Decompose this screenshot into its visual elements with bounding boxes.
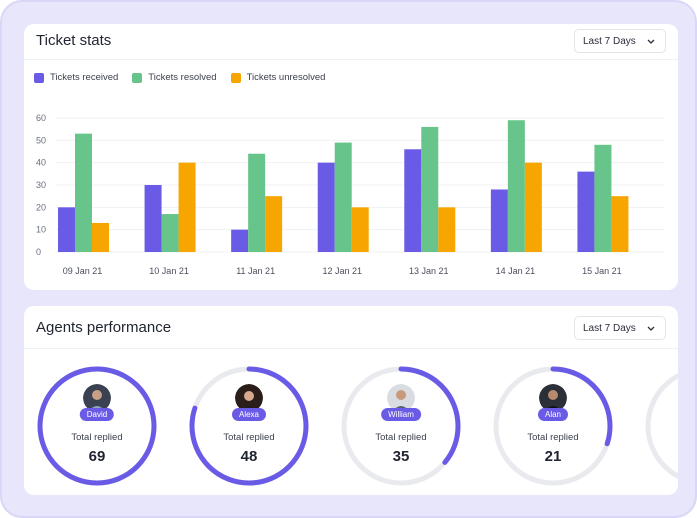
bar-unresolved <box>265 196 283 252</box>
x-tick-label: 13 Jan 21 <box>409 266 449 276</box>
agent-progress-ring <box>493 366 613 486</box>
bar-resolved <box>594 144 612 252</box>
y-tick-label: 60 <box>36 113 46 123</box>
bar-received <box>577 171 595 252</box>
divider <box>24 59 678 60</box>
agent-card-william[interactable]: William Total replied 35 <box>339 364 463 488</box>
bar-received <box>317 162 335 252</box>
x-tick-label: 15 Jan 21 <box>582 266 622 276</box>
ring-progress <box>189 366 309 486</box>
bar-resolved <box>248 153 266 252</box>
bar-unresolved <box>611 196 629 252</box>
bar-resolved <box>334 142 352 252</box>
agent-progress-ring <box>37 366 157 486</box>
agent-progress-ring <box>341 366 461 486</box>
bar-received <box>144 185 162 252</box>
total-replied-label: Total replied <box>375 432 427 443</box>
legend-item-unresolved: Tickets unresolved <box>230 72 326 83</box>
x-tick-label: 14 Jan 21 <box>496 266 536 276</box>
total-replied-value: 35 <box>392 448 410 465</box>
agent-name-badge: Alan <box>537 408 569 421</box>
legend-swatch-received <box>34 72 44 83</box>
agents-performance-title: Agents performance <box>36 319 172 336</box>
y-tick-label: 50 <box>36 135 46 145</box>
agents-range-dropdown[interactable]: Last 7 Days <box>574 316 666 340</box>
agent-name-badge: Alexa <box>231 408 267 421</box>
legend-label-unresolved: Tickets unresolved <box>246 72 326 83</box>
bar-resolved <box>161 214 179 252</box>
y-tick-label: 0 <box>36 247 41 257</box>
total-replied-label: Total replied <box>71 432 123 443</box>
bar-unresolved <box>438 207 456 252</box>
agent-name-badge: David <box>79 408 115 421</box>
agent-progress-ring-empty <box>645 372 678 480</box>
agent-card-david[interactable]: David Total replied 69 <box>35 364 159 488</box>
ticket-bar-chart: 0 10 20 30 40 50 60 09 Jan 21 10 Jan 21 11 Jan 21… <box>36 113 664 276</box>
agents-performance-card: Agents performance Last 7 Days David Tot… <box>24 306 678 495</box>
bar-resolved <box>507 120 525 252</box>
chevron-down-icon <box>647 39 655 44</box>
ticket-stats-range-dropdown[interactable]: Last 7 Days <box>574 29 666 53</box>
ring-progress <box>37 366 157 486</box>
chart-legend: Tickets received Tickets resolved Ticket… <box>34 72 325 83</box>
y-tick-label: 10 <box>36 225 46 235</box>
agent-progress-ring <box>189 366 309 486</box>
x-tick-label: 12 Jan 21 <box>322 266 362 276</box>
ring-progress <box>341 366 461 486</box>
agent-card-partial[interactable] <box>643 364 678 488</box>
agents-range-label: Last 7 Days <box>583 322 636 334</box>
total-replied-value: 48 <box>240 448 258 465</box>
legend-label-resolved: Tickets resolved <box>148 72 217 83</box>
total-replied-label: Total replied <box>527 432 579 443</box>
x-tick-label: 11 Jan 21 <box>236 266 275 276</box>
total-replied-value: 69 <box>88 448 106 465</box>
ticket-stats-range-label: Last 7 Days <box>583 35 636 47</box>
bar-resolved <box>421 126 439 252</box>
chevron-down-icon <box>647 326 655 331</box>
ticket-stats-title: Ticket stats <box>36 32 112 49</box>
bar-unresolved <box>351 207 369 252</box>
x-tick-label: 09 Jan 21 <box>63 266 103 276</box>
avatar <box>83 384 111 412</box>
bar-received <box>404 149 422 252</box>
y-tick-label: 30 <box>36 180 46 190</box>
y-tick-label: 20 <box>36 202 46 212</box>
legend-swatch-unresolved <box>230 72 241 83</box>
total-replied-value: 21 <box>544 448 562 465</box>
bar-unresolved <box>92 222 109 252</box>
agent-name-badge: William <box>381 408 421 421</box>
bar-received <box>490 189 508 252</box>
bar-resolved <box>75 133 92 252</box>
bar-received <box>58 207 75 252</box>
legend-item-resolved: Tickets resolved <box>132 72 217 83</box>
legend-label-received: Tickets received <box>50 72 119 83</box>
bar-unresolved <box>178 162 196 252</box>
agent-card-alan[interactable]: Alan Total replied 21 <box>491 364 615 488</box>
ticket-stats-card: Ticket stats Last 7 Days Tickets receive… <box>24 24 678 290</box>
total-replied-label: Total replied <box>223 432 275 443</box>
legend-item-received: Tickets received <box>34 72 118 83</box>
bar-unresolved <box>524 162 542 252</box>
legend-swatch-resolved <box>132 72 143 83</box>
bar-received <box>231 229 249 252</box>
ring-progress <box>493 366 613 486</box>
agent-card-alexa[interactable]: Alexa Total replied 48 <box>187 364 311 488</box>
y-tick-label: 40 <box>36 158 46 168</box>
divider <box>24 348 678 349</box>
x-tick-label: 10 Jan 21 <box>149 266 189 276</box>
